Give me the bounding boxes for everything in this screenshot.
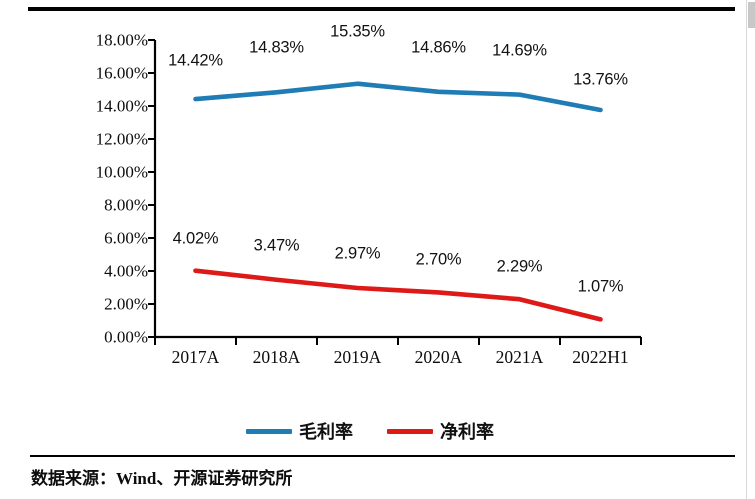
- bottom-divider-rule: [30, 455, 735, 457]
- top-divider-rule: [28, 7, 735, 11]
- legend-line-swatch: [387, 428, 433, 434]
- x-axis-tick-label: 2019A: [333, 347, 382, 367]
- source-note: 数据来源：Wind、开源证券研究所: [31, 469, 293, 488]
- data-point-label: 4.02%: [172, 229, 219, 248]
- legend-label: 净利率: [440, 422, 494, 442]
- data-point-label: 14.86%: [411, 38, 466, 57]
- chart-axes: [148, 39, 642, 345]
- legend-item[interactable]: 净利率: [387, 418, 494, 444]
- data-point-label: 14.69%: [492, 41, 547, 60]
- y-axis-tick-label: 0.00%: [104, 327, 148, 347]
- data-point-label: 3.47%: [253, 236, 300, 255]
- data-point-label: 13.76%: [573, 70, 628, 89]
- y-axis-tick-label: 6.00%: [104, 228, 148, 248]
- legend-label: 毛利率: [299, 422, 353, 442]
- series-line-毛利率: [193, 81, 603, 113]
- y-axis-tick-label: 4.00%: [104, 261, 148, 281]
- y-axis-tick-label: 18.00%: [95, 30, 148, 50]
- line-chart: 0.00% 2.00% 4.00% 6.00% 8.00% 10.00% 12.00% 14.…: [0, 20, 740, 442]
- y-axis-tick-label: 12.00%: [95, 129, 148, 149]
- data-point-label: 2.29%: [496, 257, 543, 276]
- series-line-净利率: [193, 268, 603, 322]
- y-axis-tick-label: 10.00%: [95, 162, 148, 182]
- data-point-label: 2.97%: [334, 244, 381, 263]
- chart-series-lines: [193, 81, 603, 322]
- data-point-label: 2.70%: [415, 250, 462, 269]
- scrollbar-thumb[interactable]: [748, 2, 755, 28]
- x-axis-tick-label: 2021A: [495, 347, 544, 367]
- y-axis-tick-label: 16.00%: [95, 63, 148, 83]
- vertical-scrollbar[interactable]: [746, 0, 755, 499]
- legend-line-swatch: [246, 428, 292, 434]
- x-axis-tick-label: 2017A: [171, 347, 220, 367]
- x-axis-tick-label: 2022H1: [572, 347, 629, 367]
- chart-plot-area: [148, 39, 642, 345]
- chart-legend: 毛利率 净利率: [0, 418, 740, 444]
- y-axis-tick-label: 8.00%: [104, 195, 148, 215]
- x-axis-tick-labels: 2017A 2018A 2019A 2020A 2021A 2022H1: [155, 347, 641, 368]
- x-axis-tick-label: 2018A: [252, 347, 301, 367]
- data-point-label: 1.07%: [577, 277, 624, 296]
- data-point-label: 15.35%: [330, 22, 385, 41]
- y-axis-tick-label: 2.00%: [104, 294, 148, 314]
- legend-item[interactable]: 毛利率: [246, 418, 353, 444]
- x-axis-tick-label: 2020A: [414, 347, 463, 367]
- data-point-label: 14.42%: [168, 51, 223, 70]
- y-axis-tick-labels: 0.00% 2.00% 4.00% 6.00% 8.00% 10.00% 12.00% 14.…: [52, 20, 148, 440]
- y-axis-tick-label: 14.00%: [95, 96, 148, 116]
- data-point-label: 14.83%: [249, 38, 304, 57]
